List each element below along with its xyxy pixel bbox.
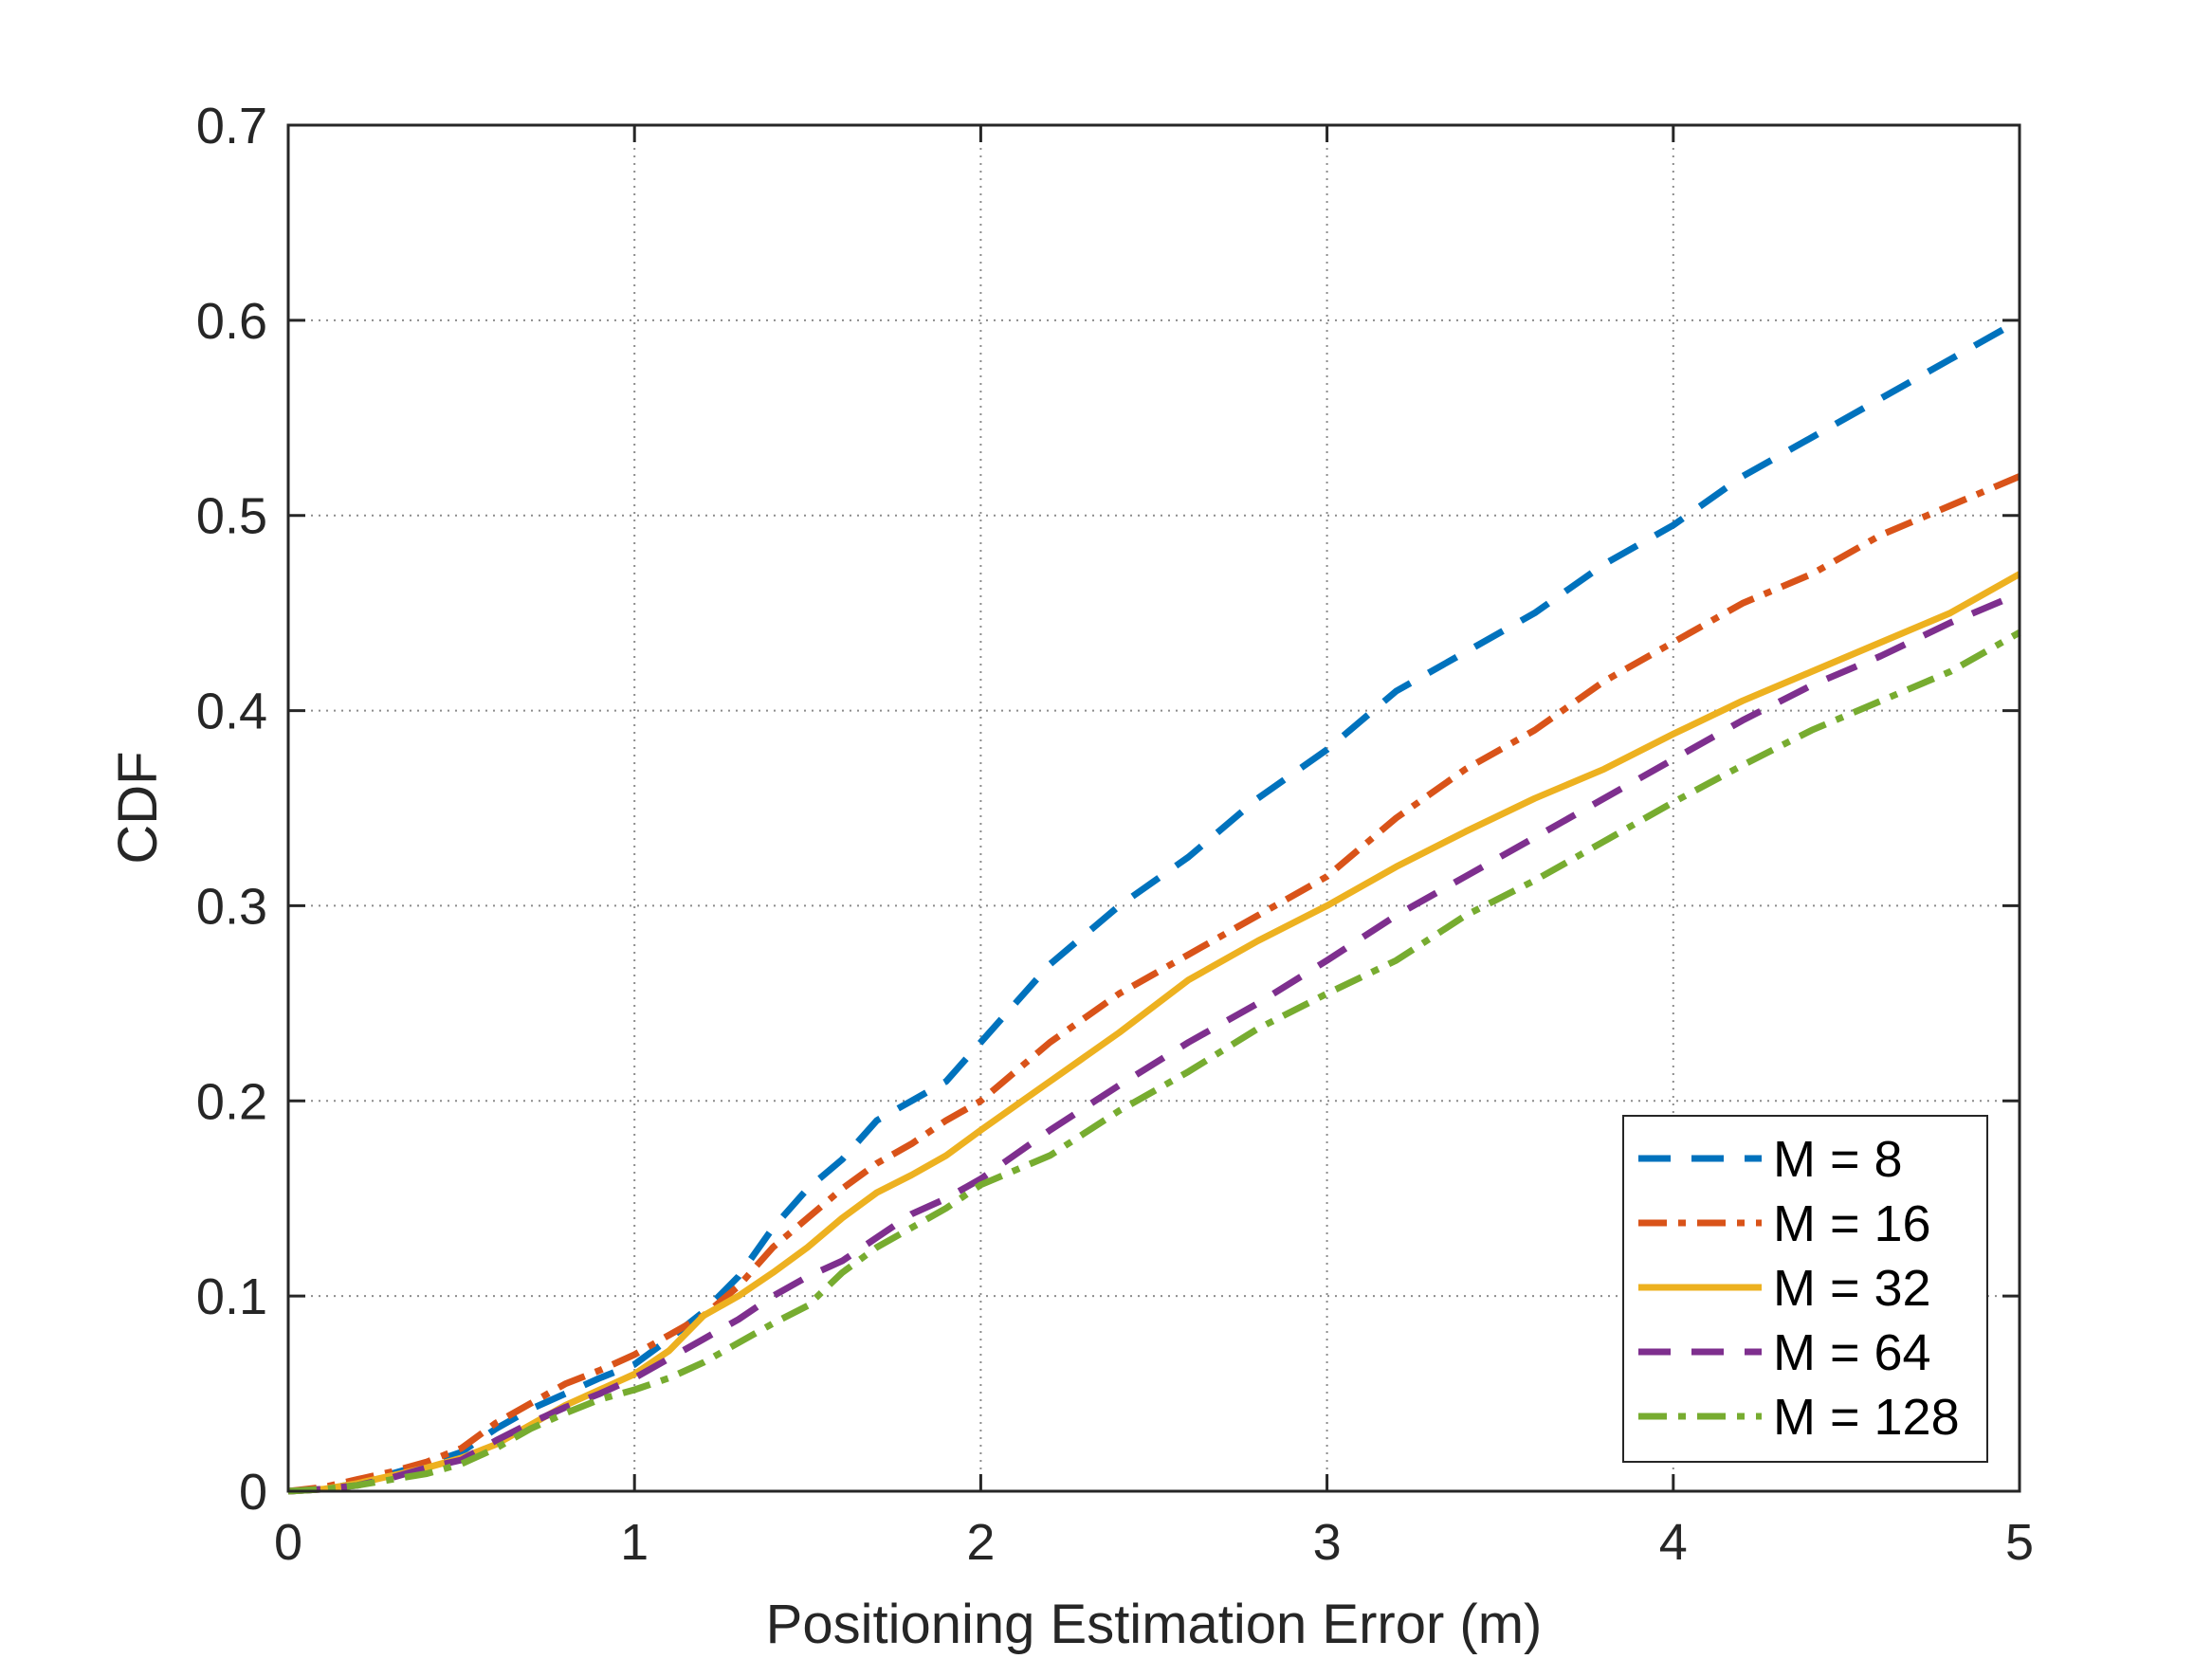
legend-label-2: M = 16 (1773, 1195, 1931, 1252)
series-lines (287, 317, 2021, 1495)
x-tick-label: 4 (1659, 1514, 1688, 1571)
y-tick-label: 0.1 (196, 1268, 267, 1325)
y-axis-label: CDF (107, 751, 169, 864)
y-tick-label: 0.4 (196, 684, 267, 740)
y-tick-label: 0.7 (196, 98, 267, 155)
x-tick-label: 3 (1313, 1514, 1342, 1571)
x-tick-label: 5 (2005, 1514, 2034, 1571)
legend-label-3: M = 32 (1773, 1260, 1931, 1317)
series-line-1 (287, 317, 2021, 1495)
ticks (286, 123, 2021, 1493)
legend-label-5: M = 128 (1773, 1389, 1960, 1446)
x-tick-label: 2 (966, 1514, 995, 1571)
y-tick-label: 0 (239, 1464, 267, 1521)
y-tick-label: 0.3 (196, 878, 267, 935)
legend-entries: M = 8 M = 16 M = 32 M = 64 M = 128 (1638, 1131, 1960, 1446)
tick-labels: 0 1 2 3 4 5 0 0.1 0.2 0.3 0.4 0.5 0.6 0.7 (196, 98, 2034, 1571)
x-tick-label: 1 (620, 1514, 649, 1571)
legend-label-4: M = 64 (1773, 1324, 1931, 1381)
series-line-2 (287, 473, 2021, 1495)
legend: M = 8 M = 16 M = 32 M = 64 M = 128 (1622, 1115, 1988, 1463)
axes-frame (286, 123, 2021, 1493)
series-line-4 (287, 590, 2021, 1495)
x-tick-label: 0 (274, 1514, 302, 1571)
series-line-3 (287, 571, 2021, 1495)
series-line-5 (287, 629, 2021, 1495)
y-tick-label: 0.6 (196, 293, 267, 350)
y-tick-label: 0.5 (196, 488, 267, 545)
y-tick-label: 0.2 (196, 1073, 267, 1130)
legend-label-1: M = 8 (1773, 1131, 1903, 1188)
x-axis-label: Positioning Estimation Error (m) (766, 1594, 1543, 1655)
